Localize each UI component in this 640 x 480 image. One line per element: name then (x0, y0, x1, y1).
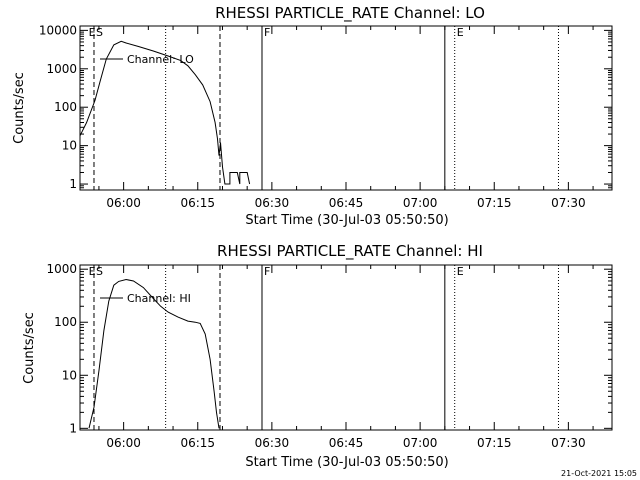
lo-y-tick-label-2: 100 (54, 100, 77, 114)
hi-marker-label-4: F (264, 265, 270, 278)
hi-x-tick-label-4: 07:00 (403, 436, 438, 450)
lo-series-line-0 (79, 40, 251, 185)
lo-legend-label: Channel: LO (127, 53, 194, 66)
hi-x-axis-label: Start Time (30-Jul-03 05:50:50) (245, 455, 448, 470)
lo-marker-label-6: E (457, 26, 464, 39)
lo-x-tick-label-4: 07:00 (403, 196, 438, 210)
lo-y-ticks: 1 10 100 1000 10000 (39, 23, 612, 191)
lo-x-axis-label: Start Time (30-Jul-03 05:50:50) (245, 213, 448, 228)
hi-y-tick-label-2: 100 (54, 315, 77, 329)
lo-marker-label-4: F (264, 26, 270, 39)
hi-y-tick-label-1: 10 (62, 368, 77, 382)
hi-marker-label-1: S (96, 265, 103, 278)
hi-x-tick-label-3: 06:45 (329, 436, 364, 450)
hi-legend-label: Channel: HI (127, 292, 191, 305)
footer-timestamp: 21-Oct-2021 15:05 (561, 469, 637, 478)
lo-y-tick-label-1: 10 (62, 139, 77, 153)
hi-series (88, 278, 220, 429)
hi-x-tick-label-5: 07:15 (477, 436, 512, 450)
lo-chart-title: RHESSI PARTICLE_RATE Channel: LO (215, 4, 485, 23)
lo-y-tick-label-4: 10000 (39, 23, 77, 37)
lo-series (79, 40, 251, 185)
lo-x-tick-label-6: 07:30 (551, 196, 586, 210)
hi-series-line-0 (88, 278, 220, 429)
lo-x-tick-label-1: 06:15 (180, 196, 215, 210)
hi-y-axis-label: Counts/sec (22, 312, 37, 384)
hi-marker-label-6: E (457, 265, 464, 278)
lo-x-tick-label-0: 06:00 (106, 196, 141, 210)
hi-x-tick-label-2: 06:30 (255, 436, 290, 450)
lo-marker-label-1: S (96, 26, 103, 39)
lo-x-tick-label-3: 06:45 (329, 196, 364, 210)
lo-y-axis-label: Counts/sec (12, 72, 27, 144)
lo-x-tick-label-5: 07:15 (477, 196, 512, 210)
hi-x-tick-label-1: 06:15 (180, 436, 215, 450)
hi-y-ticks: 1 10 100 1000 (46, 262, 612, 435)
lo-marker-label-0: E (89, 26, 96, 39)
hi-y-tick-label-0: 1 (69, 421, 77, 435)
hi-x-ticks: 06:00 06:15 06:30 06:45 07:00 07:15 07:30 (98, 265, 594, 450)
hi-marker-label-0: E (89, 265, 96, 278)
hi-x-tick-label-6: 07:30 (551, 436, 586, 450)
hi-x-tick-label-0: 06:00 (106, 436, 141, 450)
hi-y-tick-label-3: 1000 (46, 262, 77, 276)
lo-x-ticks: 06:00 06:15 06:30 06:45 07:00 07:15 07:30 (98, 26, 594, 210)
lo-x-tick-label-2: 06:30 (255, 196, 290, 210)
lo-y-tick-label-3: 1000 (46, 62, 77, 76)
hi-chart-title: RHESSI PARTICLE_RATE Channel: HI (217, 242, 483, 261)
lo-y-tick-label-0: 1 (69, 177, 77, 191)
